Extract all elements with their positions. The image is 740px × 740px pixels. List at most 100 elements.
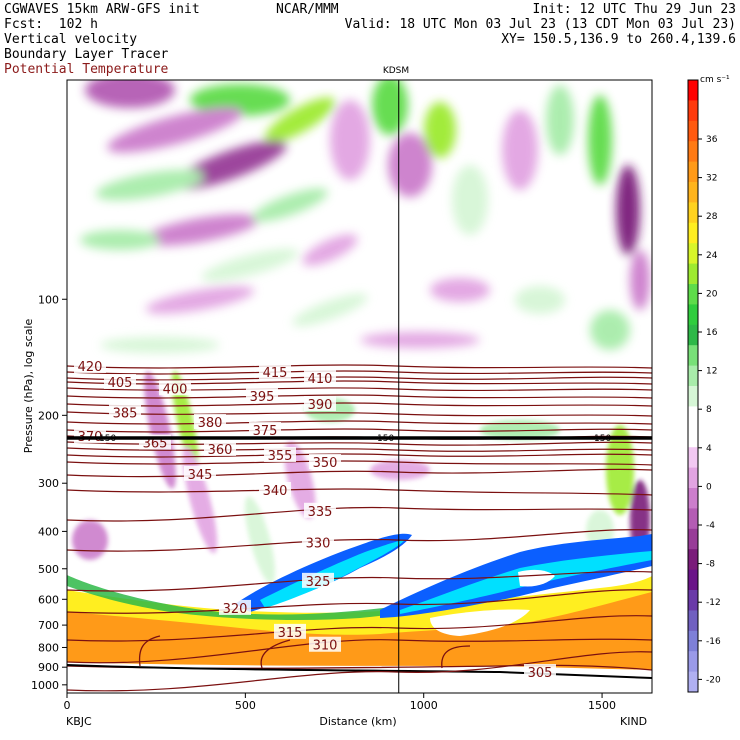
isentrope-415	[67, 370, 652, 375]
colorbar-swatch	[688, 141, 698, 163]
init-time: Init: 12 UTC Thu 29 Jun 23	[532, 2, 737, 17]
colorbar-swatch	[688, 426, 698, 448]
wave-blob	[360, 332, 480, 348]
x-tick-label: 0	[64, 699, 71, 712]
colorbar-swatch	[688, 263, 698, 285]
wave-blob	[107, 107, 243, 153]
marker-station-label: KDSM	[383, 66, 409, 76]
colorbar-swatch	[688, 120, 698, 142]
colorbar-swatch	[688, 610, 698, 632]
colorbar-swatch	[688, 202, 698, 224]
colorbar-swatch	[688, 161, 698, 183]
marker-150-label: 150	[99, 434, 116, 444]
isentrope-label: 330	[306, 536, 331, 551]
isentrope-label: 365	[143, 437, 168, 452]
colorbar-swatch	[688, 528, 698, 550]
isentrope-label-bg	[304, 502, 336, 518]
isentrope-350	[67, 460, 652, 466]
isentrope-label: 325	[306, 575, 331, 590]
isentrope-label-bg	[159, 380, 191, 396]
wave-blob	[144, 371, 176, 489]
wave-blob	[424, 102, 456, 158]
isentrope-315	[67, 615, 652, 642]
isentrope-330	[67, 529, 652, 552]
y-tick-label: 1000	[31, 679, 59, 692]
colorbar-unit: cm s⁻¹	[700, 75, 730, 85]
isentrope-label: 385	[113, 406, 138, 421]
y-axis: 100 200 300 400 500 600 700 800 900 1000	[31, 293, 67, 692]
colorbar-swatch	[688, 508, 698, 530]
surface-line	[67, 664, 652, 679]
colorbar-swatch	[688, 651, 698, 673]
isentrope-lines	[67, 364, 652, 692]
colorbar-swatch	[688, 630, 698, 652]
isentrope-label-bg	[219, 599, 251, 615]
x-tick-label: 1000	[410, 699, 438, 712]
wave-blob	[388, 133, 432, 197]
wave-blob	[140, 214, 260, 246]
isentrope-label-bg	[74, 358, 106, 373]
isentrope-label: 310	[313, 639, 338, 654]
isentrope-labels: 305 310 315 320 325 330 335 340 345 350 355 360 365 3…	[74, 358, 556, 681]
marker-150-label: 150	[377, 434, 394, 444]
plot-frame	[66, 79, 653, 694]
y-tick-label: 100	[38, 293, 59, 306]
wave-blob	[480, 420, 560, 440]
colorbar-swatch	[688, 447, 698, 469]
colorbar-swatch	[688, 569, 698, 591]
isentrope-325	[67, 570, 652, 592]
wave-blob	[588, 95, 612, 185]
colorbar-swatch	[688, 222, 698, 244]
isentrope-365	[67, 441, 652, 446]
isentrope-label-bg	[204, 440, 236, 456]
colorbar-swatch	[688, 345, 698, 367]
org-label: NCAR/MMM	[276, 2, 339, 17]
right-station-label: KIND	[620, 715, 647, 728]
wave-blob	[292, 293, 368, 327]
isentrope-label: 305	[528, 666, 553, 681]
isentrope-label: 380	[198, 416, 223, 431]
isentrope-385	[67, 411, 652, 417]
isentrope-label: 345	[188, 468, 213, 483]
terrain-line	[260, 639, 291, 669]
wave-blob	[72, 520, 108, 560]
isentrope-label: 315	[278, 626, 303, 641]
isentrope-label-bg	[309, 454, 341, 469]
isentrope-320	[67, 589, 652, 614]
colorbar-tick-label: 28	[706, 212, 718, 222]
valid-time: Valid: 18 UTC Mon 03 Jul 23 (13 CDT Mon …	[344, 17, 736, 32]
terrain-line	[441, 645, 471, 669]
colorbar-tick-label: 16	[706, 328, 718, 338]
y-tick-label: 800	[38, 641, 59, 654]
colorbar-tick-label: 32	[706, 174, 717, 184]
isentrope-345	[67, 468, 652, 478]
colorbar-tick-label: -20	[706, 675, 721, 685]
y-tick-label: 700	[38, 619, 59, 632]
x-tick-label: 1500	[588, 699, 616, 712]
colorbar-swatch	[688, 590, 698, 611]
isentrope-label: 395	[250, 390, 275, 405]
x-axis: 0 500 1000 1500	[64, 693, 616, 712]
isentrope-label-bg	[249, 422, 281, 437]
isentrope-label-bg	[304, 370, 336, 385]
colorbar-swatch	[688, 488, 698, 509]
wave-blob	[630, 250, 650, 310]
isentrope-355	[67, 453, 652, 458]
forecast-hour: Fcst: 102 h	[4, 17, 98, 32]
colorbar-swatch	[688, 549, 698, 571]
colorbar-swatch	[688, 243, 698, 265]
isentrope-395	[67, 394, 652, 399]
wave-blob	[190, 84, 290, 116]
marker-150-label: 150	[594, 434, 611, 444]
isentrope-label-bg	[274, 623, 306, 639]
isentrope-335	[67, 506, 652, 522]
header-left: CGWAVES 15km ARW-GFS init Fcst: 102 h Ve…	[4, 2, 200, 77]
wave-blob	[502, 110, 538, 190]
wave-blob	[95, 169, 205, 201]
isentrope-390	[67, 402, 652, 407]
field-potential-temperature: Potential Temperature	[4, 62, 169, 77]
field-vertical-velocity: Vertical velocity	[4, 32, 138, 47]
y-tick-label: 300	[38, 477, 59, 490]
isentrope-label: 400	[163, 382, 188, 397]
isentrope-label-bg	[524, 664, 556, 679]
